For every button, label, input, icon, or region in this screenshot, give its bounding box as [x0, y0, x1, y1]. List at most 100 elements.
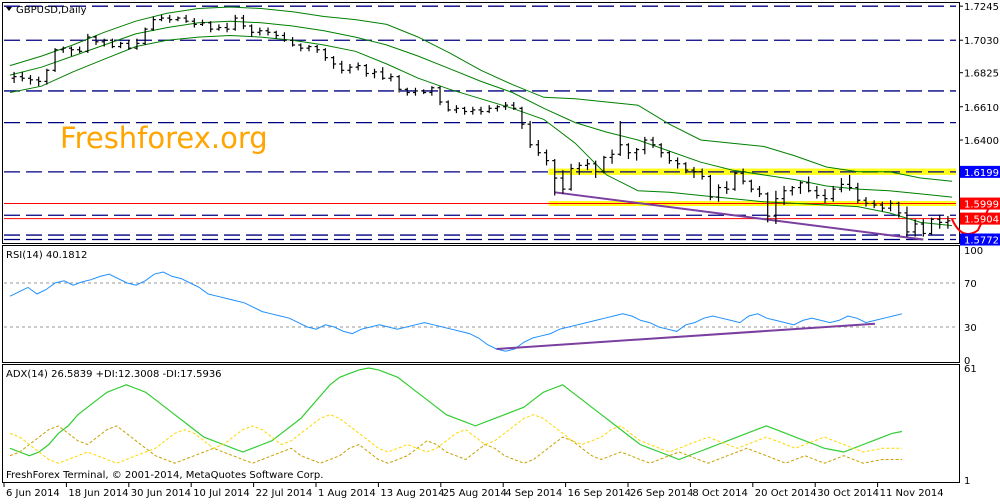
price-bar[interactable]	[150, 16, 156, 31]
price-bar[interactable]	[437, 86, 443, 106]
price-bar[interactable]	[724, 181, 730, 194]
price-bar[interactable]	[879, 201, 885, 212]
price-bar[interactable]	[126, 40, 132, 50]
price-bar[interactable]	[691, 166, 697, 179]
price-bar[interactable]	[593, 160, 599, 179]
price-bar[interactable]	[109, 38, 115, 49]
price-bar[interactable]	[355, 62, 361, 71]
price-bar[interactable]	[27, 75, 33, 85]
price-bar[interactable]	[396, 75, 402, 93]
price-bar[interactable]	[765, 192, 771, 223]
price-bar[interactable]	[240, 14, 246, 30]
price-bar[interactable]	[363, 63, 369, 77]
price-bar[interactable]	[601, 155, 607, 174]
price-bar[interactable]	[429, 86, 435, 96]
price-bar[interactable]	[896, 201, 902, 218]
price-bar[interactable]	[871, 200, 877, 209]
price-bar[interactable]	[650, 136, 656, 148]
price-bar[interactable]	[920, 219, 926, 237]
price-bar[interactable]	[789, 185, 795, 196]
price-bar[interactable]	[814, 185, 820, 199]
price-bar[interactable]	[36, 76, 42, 87]
price-bar[interactable]	[470, 106, 476, 115]
price-bar[interactable]	[60, 46, 66, 53]
price-bar[interactable]	[527, 121, 533, 148]
price-bar[interactable]	[609, 149, 615, 164]
price-bar[interactable]	[642, 136, 648, 155]
price-bar[interactable]	[822, 189, 828, 204]
price-bar[interactable]	[781, 185, 787, 205]
price-bar[interactable]	[85, 33, 91, 53]
price-bar[interactable]	[904, 206, 910, 237]
price-bar[interactable]	[912, 219, 918, 237]
price-bar[interactable]	[863, 197, 869, 207]
price-bar[interactable]	[773, 190, 779, 224]
price-bar[interactable]	[544, 149, 550, 166]
price-bar[interactable]	[757, 185, 763, 198]
price-bar[interactable]	[568, 163, 574, 191]
price-bar[interactable]	[224, 22, 230, 33]
price-bar[interactable]	[281, 32, 287, 42]
price-bar[interactable]	[494, 105, 500, 112]
price-bar[interactable]	[167, 14, 173, 23]
price-bar[interactable]	[44, 68, 50, 85]
price-bar[interactable]	[134, 38, 140, 50]
price-bar[interactable]	[257, 27, 263, 36]
price-bar[interactable]	[412, 87, 418, 96]
price-bar[interactable]	[855, 182, 861, 204]
price-bar[interactable]	[675, 157, 681, 169]
price-bar[interactable]	[486, 105, 492, 114]
price-bar[interactable]	[740, 168, 746, 185]
price-bar[interactable]	[322, 48, 328, 61]
price-bar[interactable]	[707, 174, 713, 201]
price-bar[interactable]	[347, 63, 353, 74]
price-bar[interactable]	[945, 216, 951, 229]
price-bar[interactable]	[929, 217, 935, 236]
price-bar[interactable]	[19, 71, 25, 82]
price-bar[interactable]	[306, 44, 312, 52]
price-bar[interactable]	[142, 27, 148, 45]
price-bar[interactable]	[634, 147, 640, 161]
price-bar[interactable]	[732, 171, 738, 191]
price-bar[interactable]	[11, 71, 17, 83]
price-bar[interactable]	[93, 35, 99, 45]
price-bar[interactable]	[298, 43, 304, 52]
price-bar[interactable]	[175, 16, 181, 22]
price-bar[interactable]	[101, 38, 107, 47]
price-bar[interactable]	[806, 176, 812, 193]
price-bar[interactable]	[658, 143, 664, 158]
price-bar[interactable]	[462, 106, 468, 115]
price-bar[interactable]	[552, 159, 558, 196]
price-bar[interactable]	[847, 174, 853, 191]
price-bar[interactable]	[716, 184, 722, 202]
price-bar[interactable]	[159, 14, 165, 22]
price-bar[interactable]	[683, 162, 689, 174]
price-bar[interactable]	[584, 159, 590, 171]
price-bar[interactable]	[232, 14, 238, 31]
price-bar[interactable]	[216, 24, 222, 31]
price-bars[interactable]	[11, 14, 991, 237]
price-bar[interactable]	[617, 121, 623, 156]
price-bar[interactable]	[208, 21, 214, 33]
price-bar[interactable]	[265, 27, 271, 36]
price-bar[interactable]	[273, 30, 279, 39]
price-bar[interactable]	[838, 178, 844, 193]
price-bar[interactable]	[339, 60, 345, 74]
price-bar[interactable]	[937, 214, 943, 229]
price-bar[interactable]	[535, 140, 541, 156]
price-bar[interactable]	[249, 24, 255, 38]
price-bar[interactable]	[560, 170, 566, 194]
price-bar[interactable]	[314, 44, 320, 53]
price-bar[interactable]	[519, 106, 525, 129]
price-bar[interactable]	[503, 102, 509, 110]
price-bar[interactable]	[666, 151, 672, 164]
price-bar[interactable]	[199, 19, 205, 26]
price-bar[interactable]	[421, 89, 427, 95]
price-bar[interactable]	[68, 46, 74, 57]
price-bar[interactable]	[52, 48, 58, 72]
chart-menu-triangle-icon[interactable]	[6, 7, 12, 11]
price-bar[interactable]	[290, 37, 296, 47]
price-bar[interactable]	[372, 68, 378, 79]
price-bar[interactable]	[388, 73, 394, 82]
price-bar[interactable]	[183, 14, 189, 23]
